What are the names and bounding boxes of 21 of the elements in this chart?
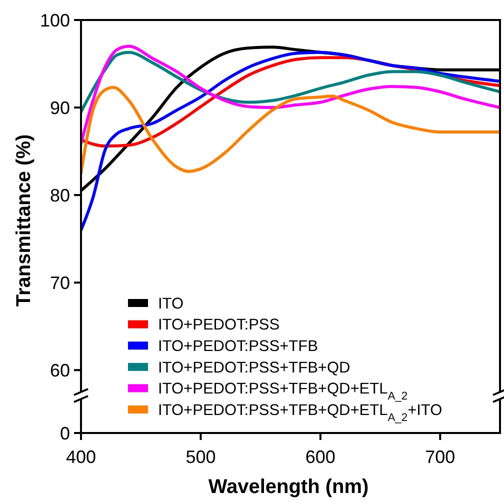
line-series [81,86,500,175]
y-axis-title: Transmittance (%) [13,134,35,307]
legend-label: ITO+PEDOT:PSS [158,316,280,334]
line-series [81,50,500,114]
y-tick-label: 80 [50,185,70,206]
legend-label: ITO [158,295,184,312]
legend-label: ITO+PEDOT:PSS+TFB+QD+ETL$_{A_2}$+ITO [158,402,442,424]
y-tick-label: 100 [40,10,70,30]
line-series [81,50,500,232]
y-tick-label: 60 [50,360,70,380]
y-tick-label: 70 [50,272,70,293]
x-tick-label: 500 [186,447,216,467]
legend-label: ITO+PEDOT:PSS+TFB+QD [158,359,350,376]
x-tick-label: 700 [425,447,456,467]
x-tick-label: 400 [66,447,96,467]
y-tick-label: 90 [50,98,70,118]
text: 0 [60,423,70,444]
legend-label: ITO+PEDOT:PSS+TFB [158,338,318,356]
legend-label: ITO+PEDOT:PSS+TFB+QD+ETL$_{A_2}$ [158,380,408,403]
x-axis-title: Wavelength (nm) [208,476,369,498]
x-tick-label: 600 [305,447,336,467]
